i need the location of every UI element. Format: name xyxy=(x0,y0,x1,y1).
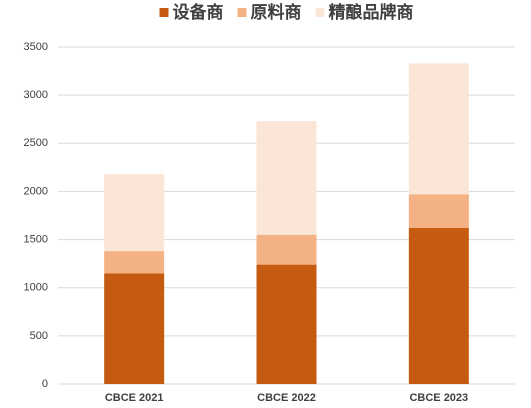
y-tick-label: 2000 xyxy=(24,185,48,197)
bar-segment xyxy=(408,228,469,384)
bar-segment xyxy=(256,234,317,265)
bar-segment xyxy=(104,273,165,384)
y-tick-label: 3000 xyxy=(24,89,48,101)
y-tick-label: 1500 xyxy=(24,233,48,245)
y-tick-label: 500 xyxy=(30,330,48,342)
legend-label: 精酿品牌商 xyxy=(329,2,414,23)
bar-segment xyxy=(104,174,165,252)
bar-segment xyxy=(104,251,165,274)
legend-swatch xyxy=(315,8,325,17)
legend-label: 设备商 xyxy=(173,2,224,23)
legend-swatch xyxy=(237,8,247,17)
legend-label: 原料商 xyxy=(251,2,302,23)
bar-segment xyxy=(408,194,469,229)
bar-segment xyxy=(256,121,317,235)
x-tick-label: CBCE 2021 xyxy=(105,392,164,404)
y-tick-label: 1000 xyxy=(24,282,48,294)
x-tick-label: CBCE 2022 xyxy=(257,392,316,404)
y-tick-label: 2500 xyxy=(24,137,48,149)
legend-swatch xyxy=(159,8,169,17)
bar-segment xyxy=(408,63,469,195)
y-tick-label: 0 xyxy=(42,378,48,390)
y-tick-label: 3500 xyxy=(24,41,48,53)
x-tick-label: CBCE 2023 xyxy=(409,392,468,404)
bar-segment xyxy=(256,264,317,384)
